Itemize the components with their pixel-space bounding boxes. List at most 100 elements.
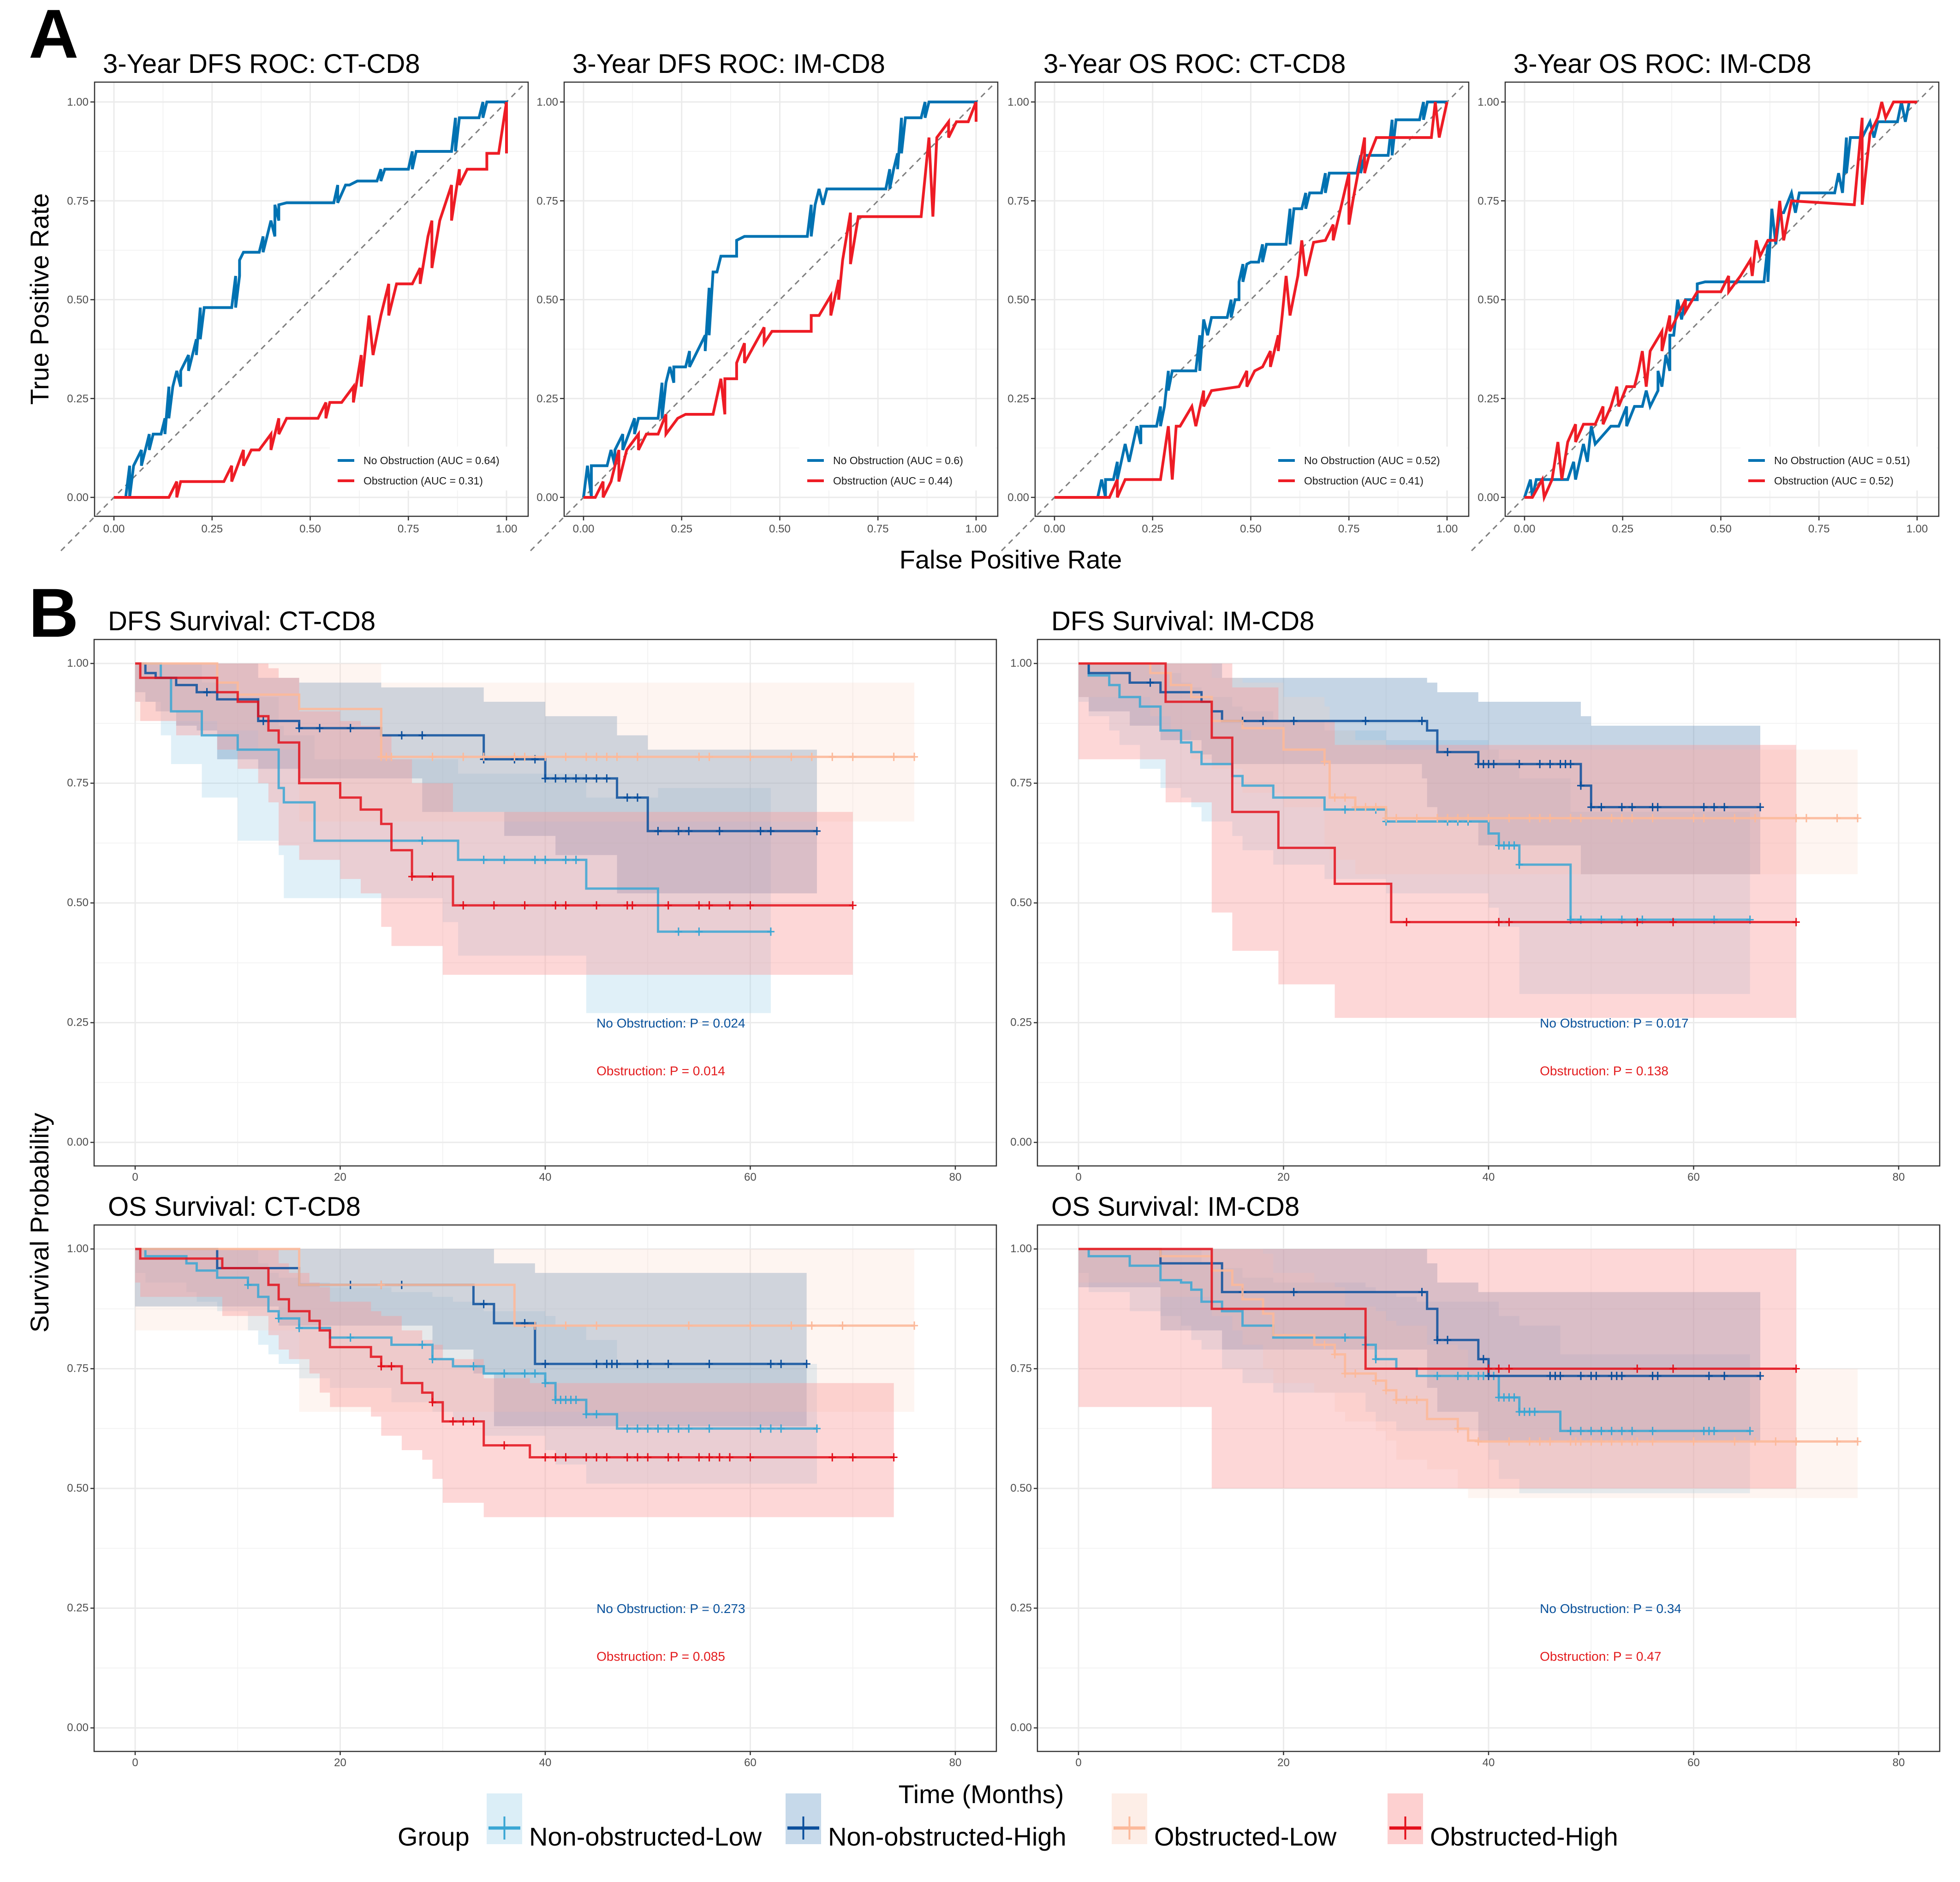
censor-mark [1413,814,1421,823]
censor-mark [1392,1395,1400,1404]
y-tick-label: 0.25 [1010,1016,1032,1029]
group-legend-title: Group [398,1822,470,1851]
x-tick-label: 80 [949,1171,962,1183]
censor-mark [1290,1288,1298,1296]
y-tick-label: 0.25 [1007,393,1029,405]
legend-background [1270,447,1466,490]
censor-mark [1146,678,1154,687]
x-tick-label: 60 [744,1171,757,1183]
censor-mark [1649,1427,1656,1435]
x-tick-label: 40 [1483,1757,1495,1769]
censor-mark [1495,918,1503,926]
censor-mark [746,753,754,761]
censor-mark [480,1300,488,1308]
legend-label-no-obstruction: No Obstruction (AUC = 0.64) [363,454,500,466]
censor-mark [1577,1437,1585,1446]
censor-mark [542,1453,549,1462]
censor-mark [1505,814,1513,823]
x-tick-label: 0.50 [299,523,321,535]
censor-mark [1505,1437,1513,1446]
x-tick-label: 0 [1075,1171,1081,1183]
y-tick-label: 1.00 [1010,657,1032,669]
censor-mark [562,855,570,864]
roc-panel-3-year-os-roc-ct-cd8: 3-Year OS ROC: CT-CD8 0.00 0.25 0.50 0.75 1.0… [1001,49,1470,551]
roc-curve-obstruction [584,101,977,499]
censor-mark [1854,814,1862,823]
censor-mark [593,1321,601,1330]
censor-mark [808,753,816,761]
confidence-band-non-obstructed-low [1078,663,1750,994]
survival-curve-non-obstructed-low [135,1248,817,1430]
censor-mark [849,1453,857,1462]
censor-mark [634,1424,642,1433]
y-tick-label: 0.50 [1010,896,1032,909]
censor-mark [890,753,898,761]
y-tick-label: 1.00 [67,96,89,108]
censor-mark [1525,814,1533,823]
censor-mark [531,855,539,864]
censor-mark [593,753,601,761]
legend-background [330,447,526,490]
panel-title: 3-Year DFS ROC: CT-CD8 [103,49,420,79]
censor-mark [1628,1427,1636,1435]
x-tick-label: 1.00 [496,523,518,535]
x-tick-label: 0.25 [1612,523,1633,535]
censor-mark [1352,803,1359,812]
censor-mark [593,1410,601,1419]
censor-mark [849,753,857,761]
censor-mark [398,731,405,740]
confidence-band-obstructed-low [135,1249,915,1412]
censor-mark [418,836,426,845]
censor-mark [1546,759,1554,768]
y-tick-label: 0.00 [67,1136,89,1148]
legend-label-obstruction: Obstruction (AUC = 0.41) [1304,475,1424,487]
survival-curve-obstructed-low [1078,662,1858,819]
censor-mark [459,1417,467,1426]
x-tick-label: 0.50 [1240,523,1262,535]
censor-mark [582,753,590,761]
censor-mark [695,927,703,936]
censor-mark [582,1410,590,1419]
censor-mark [572,1395,580,1404]
censor-mark [572,774,580,783]
censor-mark [1525,1437,1533,1446]
y-tick-label: 0.00 [1007,491,1029,504]
censor-mark [1433,1372,1441,1380]
censor-mark [429,872,436,881]
confidence-band-obstructed-high [135,663,853,975]
legend-label-no-obstruction: No Obstruction (AUC = 0.6) [833,454,963,466]
censor-mark [1341,793,1349,802]
censor-mark [1464,1372,1472,1380]
censor-mark [500,1369,508,1378]
panel-b-label: B [29,574,78,651]
y-tick-label: 0.00 [67,1721,89,1734]
legend-label-obstruction: Obstruction (AUC = 0.52) [1774,475,1894,487]
censor-mark [685,1424,693,1433]
censor-mark [1597,1427,1605,1435]
censor-mark [828,1453,836,1462]
legend-label: Non-obstructed-High [828,1822,1066,1851]
censor-mark [1321,1340,1329,1349]
censor-mark [623,1453,631,1462]
censor-mark [593,774,601,783]
survival-curve-obstructed-high [135,662,853,907]
censor-mark [542,774,549,783]
y-tick-label: 0.00 [67,491,89,504]
legend-label: Non-obstructed-Low [529,1822,762,1851]
censor-mark [1608,1427,1615,1435]
p-value-obstruction: Obstruction: P = 0.085 [596,1649,725,1664]
censor-mark [1567,759,1574,768]
y-tick-label: 1.00 [1007,96,1029,108]
censor-mark [1372,1376,1380,1385]
censor-mark [418,1340,426,1349]
panel-title: 3-Year OS ROC: CT-CD8 [1043,49,1346,79]
censor-mark [1536,1437,1544,1446]
censor-mark [1721,1372,1728,1380]
confidence-band-non-obstructed-high [1078,1249,1760,1441]
censor-mark [767,927,774,936]
censor-mark [429,1355,436,1363]
roc-legend: No Obstruction (AUC = 0.52) Obstruction (… [1270,447,1466,490]
censor-mark [1618,814,1626,823]
censor-mark [674,927,682,936]
censor-mark [654,1424,662,1433]
